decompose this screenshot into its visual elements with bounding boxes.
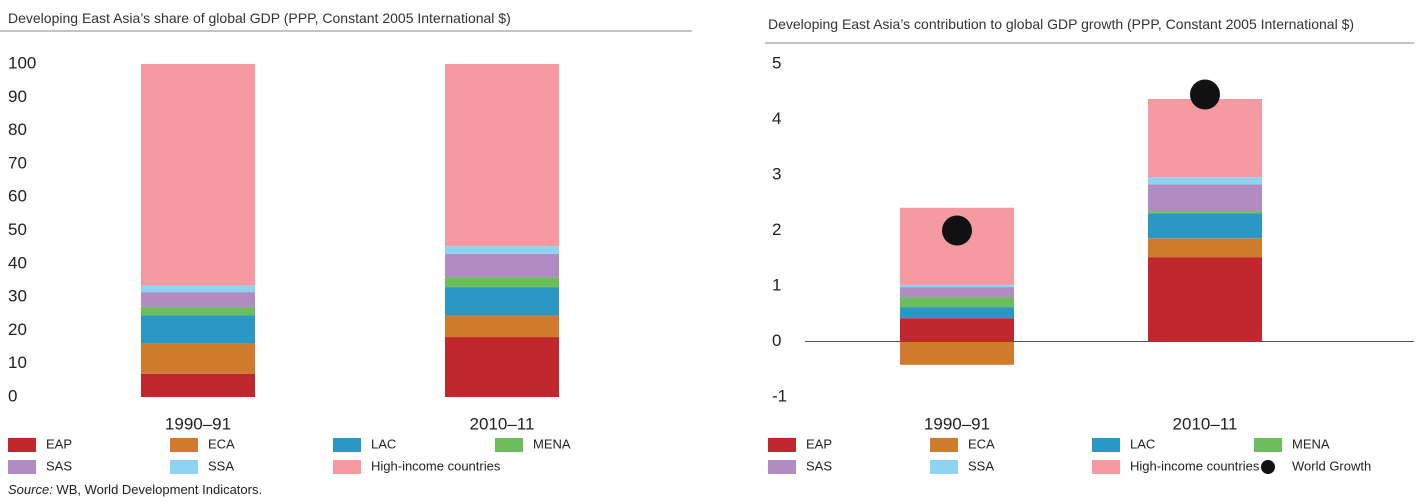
bar-segment [141,343,255,374]
bar-segment [141,292,255,308]
bar-segment [1148,211,1262,214]
legend-label: EAP [806,436,832,451]
x-tick-label: 2010–11 [1173,414,1238,433]
legend-swatch [170,438,198,452]
bar-segment [445,337,559,397]
bar-segment [900,341,1014,365]
legend-label: SSA [968,458,994,473]
legend-label: World Growth [1292,458,1371,473]
legend-label: SSA [208,458,234,473]
y-tick-label: 60 [8,187,27,206]
legend-label: EAP [46,436,72,451]
y-tick-label: 3 [772,164,781,183]
bar-segment [1148,98,1262,178]
legend-swatch [495,438,523,452]
legend-swatch [333,460,361,474]
bar-segment [900,297,1014,308]
y-tick-label: 40 [8,253,27,272]
source-text: WB, World Development Indicators. [53,482,262,497]
legend-label: High-income countries [371,458,501,473]
x-tick-label: 2010–11 [470,414,535,433]
y-tick-label: 5 [772,53,781,72]
legend-swatch [1254,438,1282,452]
legend-swatch [930,460,958,474]
bar-segment [900,287,1014,298]
legend-swatch [170,460,198,474]
legend-swatch [1092,460,1120,474]
legend-label: SAS [46,458,72,473]
bar-segment [900,318,1014,342]
legend-label: MENA [1292,436,1330,451]
y-tick-label: 30 [8,287,27,306]
chart-title: Developing East Asia’s contribution to g… [768,16,1355,32]
bar-segment [1148,177,1262,185]
y-tick-label: 1 [772,275,781,294]
bar-segment [900,307,1014,319]
y-tick-label: 10 [8,353,27,372]
y-tick-label: 70 [8,153,27,172]
legend-swatch [930,438,958,452]
chart-title: Developing East Asia’s share of global G… [8,10,511,26]
legend-swatch [8,460,36,474]
legend-label: MENA [533,436,571,451]
world-growth-dot [1190,79,1220,110]
bar-segment [445,246,559,254]
bar-segment [445,315,559,338]
legend-label: ECA [968,436,995,451]
y-tick-label: -1 [772,386,787,405]
legend-swatch [768,460,796,474]
legend-swatch [8,438,36,452]
legend-swatch [768,438,796,452]
y-tick-label: 100 [8,53,36,72]
x-tick-label: 1990–91 [165,414,231,433]
legend-swatch [1092,438,1120,452]
bar-segment [1148,257,1262,342]
bar-segment [445,253,559,278]
legend-swatch [333,438,361,452]
y-tick-label: 2 [772,220,781,239]
legend-label: ECA [208,436,235,451]
legend-label: LAC [371,436,396,451]
y-tick-label: 20 [8,320,27,339]
legend-label: High-income countries [1130,458,1260,473]
bar-segment [141,373,255,397]
y-tick-label: 4 [772,109,781,128]
bar-segment [1148,238,1262,258]
bar-segment [141,285,255,293]
legend-label: LAC [1130,436,1155,451]
source-label: Source: [8,482,53,497]
legend-label: SAS [806,458,832,473]
bar-segment [1148,184,1262,212]
bar-segment [141,307,255,316]
legend-swatch [1261,460,1275,474]
y-tick-label: 50 [8,220,27,239]
y-tick-label: 90 [8,87,27,106]
bar-segment [900,284,1014,288]
source: Source: WB, World Development Indicators… [8,482,262,497]
y-tick-label: 0 [8,386,17,405]
bar-segment [445,287,559,316]
bar-segment [141,315,255,344]
world-growth-dot [942,215,972,246]
bar-segment [1148,213,1262,239]
x-tick-label: 1990–91 [924,414,990,433]
bar-segment [445,64,559,247]
bar-segment [141,64,255,286]
y-tick-label: 80 [8,120,27,139]
y-tick-label: 0 [772,331,781,350]
bar-segment [445,277,559,288]
